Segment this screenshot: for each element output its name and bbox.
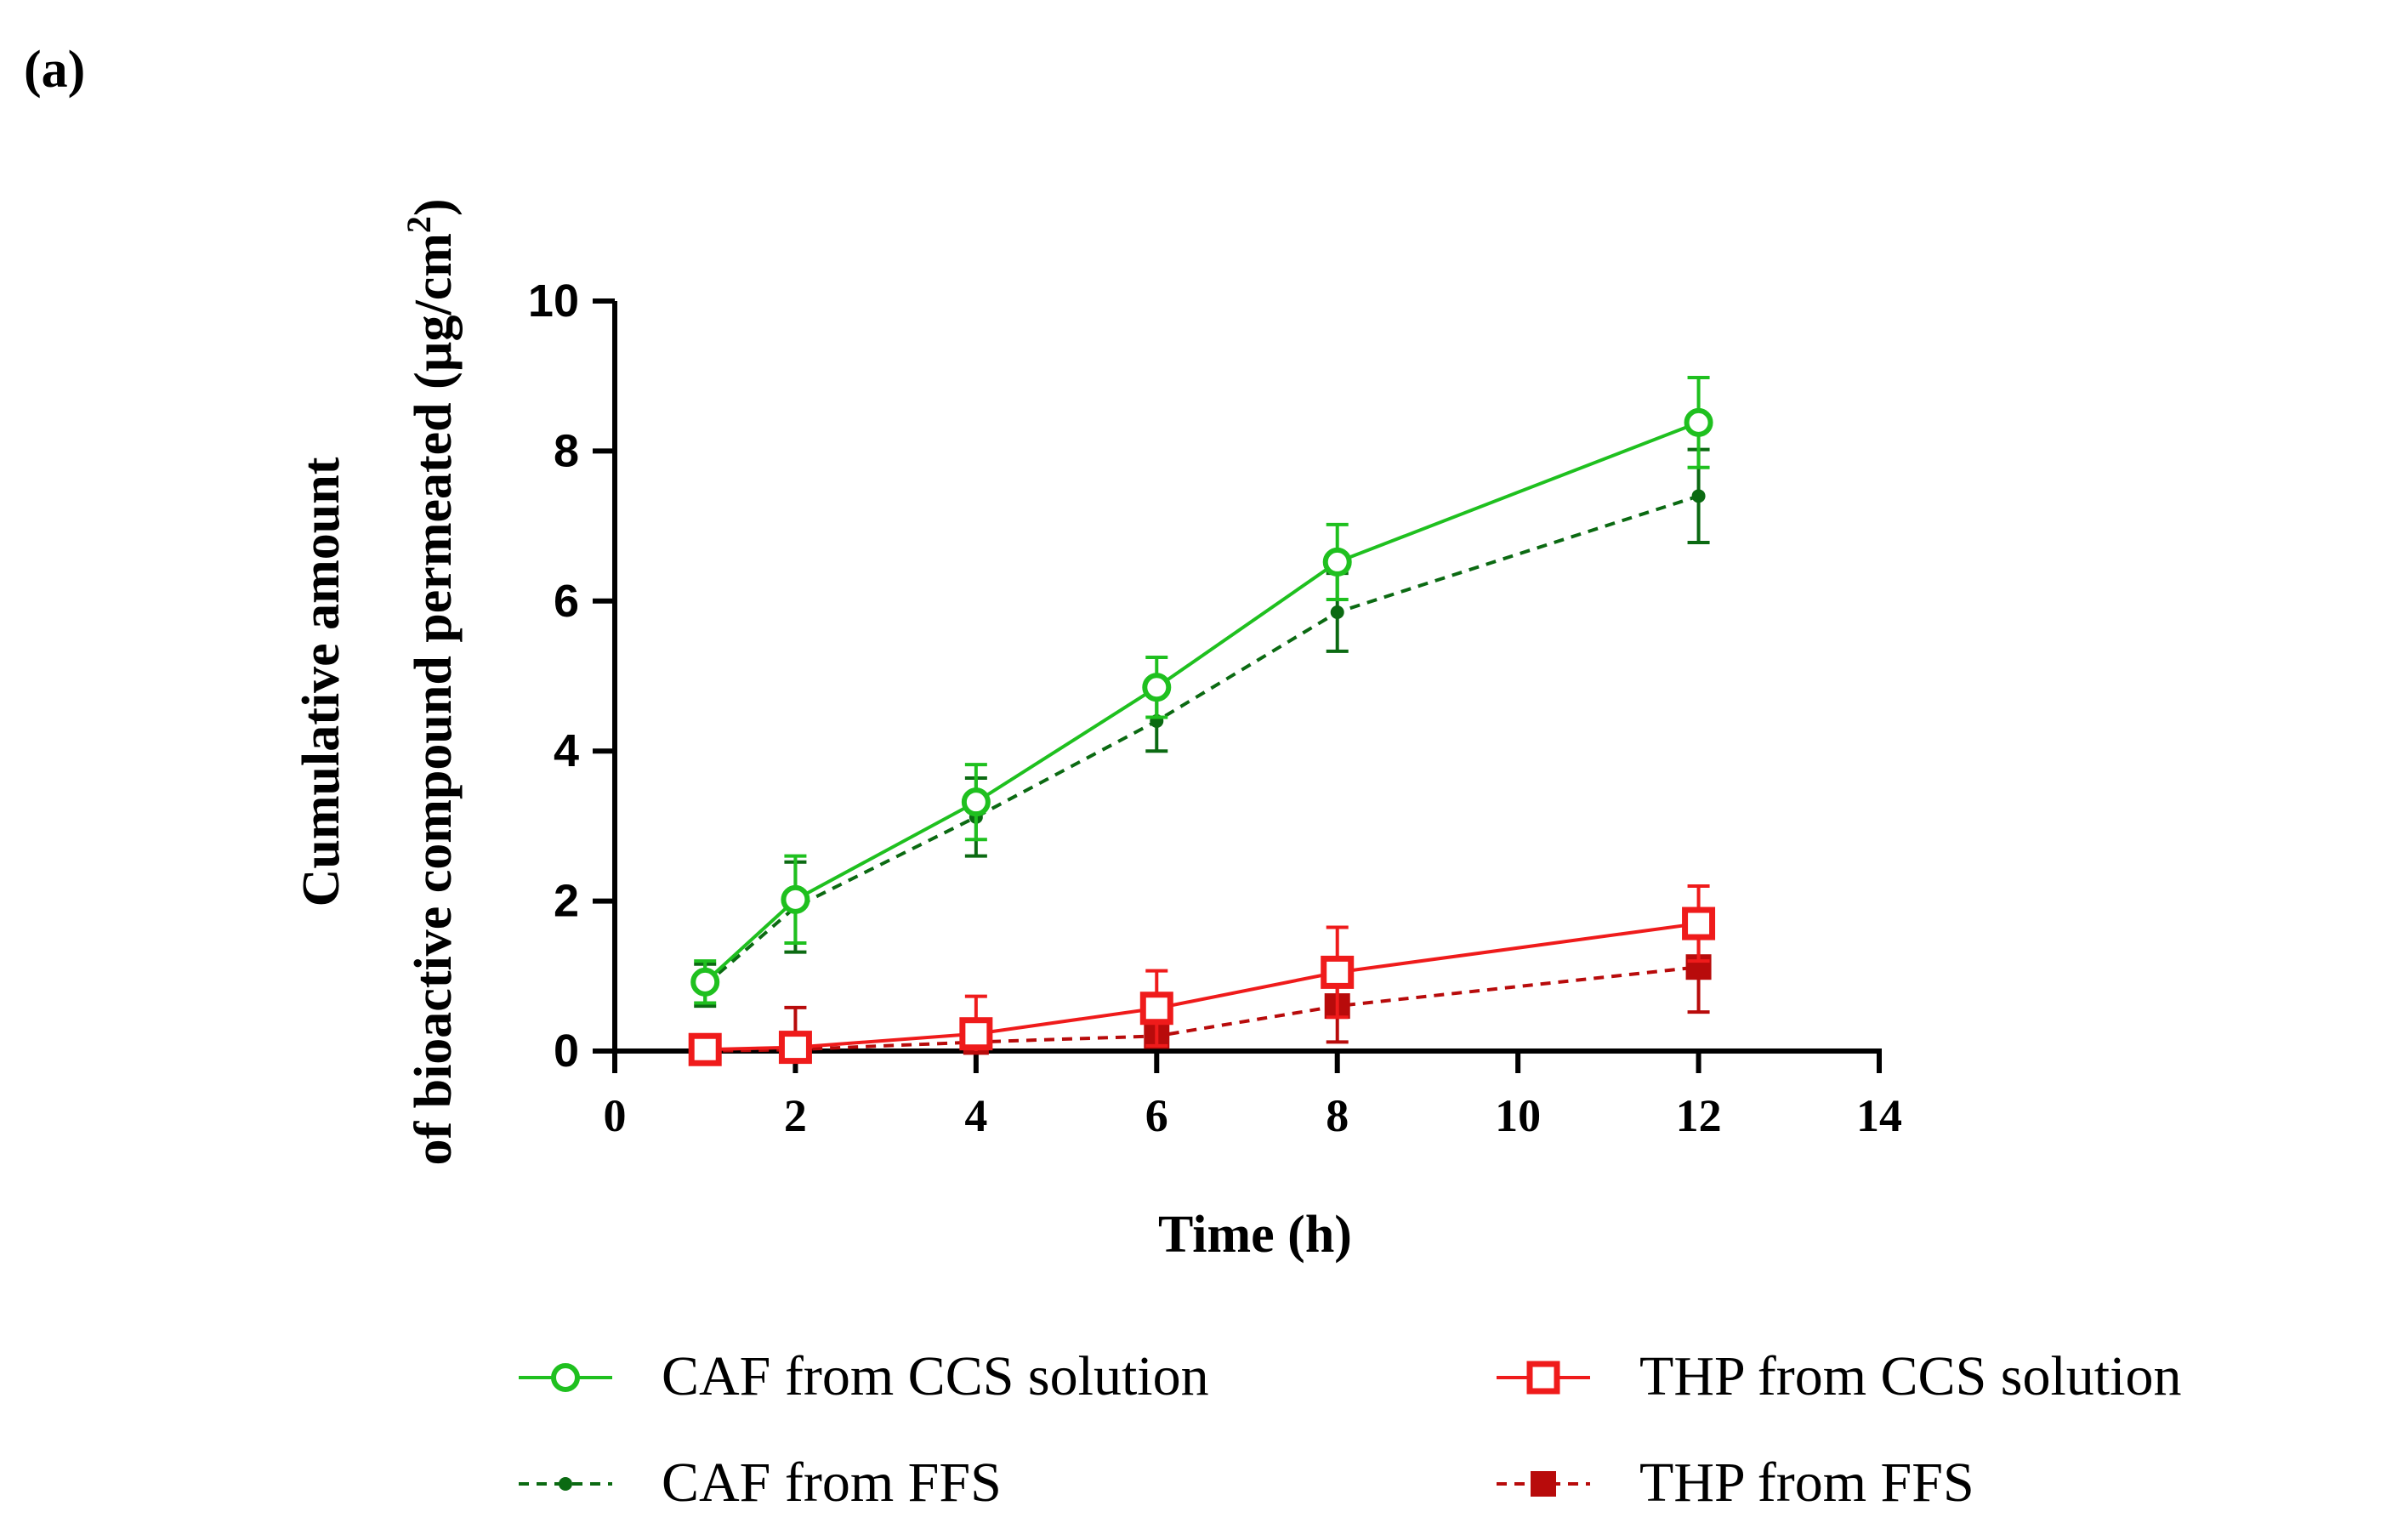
data-point — [778, 1031, 812, 1065]
y-tick-labels: 0 2 4 6 8 10 — [528, 276, 579, 1077]
y-axis-title-main: of bioactive compound permeated (µg/cm — [405, 233, 463, 1165]
x-tick-label: 6 — [1145, 1090, 1168, 1141]
y-axis-title-line-1: Cumulative amount — [293, 457, 350, 906]
legend-item: CAF from FFS — [519, 1452, 1002, 1514]
data-point — [959, 1017, 993, 1051]
legend-swatch-marker — [1531, 1471, 1556, 1497]
y-axis-title-close: ) — [405, 198, 463, 216]
y-axis-title: Cumulative amount of bioactive compound … — [293, 198, 463, 1165]
y-tick-label: 0 — [554, 1026, 579, 1077]
series-caf-from-ccs-solution — [690, 375, 1713, 1005]
data-point — [1142, 673, 1172, 702]
legend-label: THP from CCS solution — [1639, 1345, 2181, 1407]
y-tick-label: 2 — [554, 876, 579, 927]
series-line — [703, 421, 1700, 984]
x-tick-label: 10 — [1495, 1090, 1541, 1141]
legend-swatch-marker — [559, 1477, 572, 1491]
data-point — [1691, 489, 1706, 503]
axes — [593, 298, 1882, 1073]
data-point — [961, 787, 991, 817]
x-tick-label: 0 — [604, 1090, 627, 1141]
legend-item: THP from FFS — [1497, 1452, 1974, 1514]
series-thp-from-ccs-solution — [688, 884, 1716, 1066]
data-point — [1322, 547, 1352, 577]
legend-label: CAF from FFS — [662, 1452, 1002, 1514]
x-tick-label: 8 — [1326, 1090, 1349, 1141]
series-line — [705, 922, 1699, 1052]
legend-label: CAF from CCS solution — [662, 1345, 1209, 1407]
data-point — [781, 884, 810, 914]
legend: CAF from CCS solution CAF from FFS THP fro… — [519, 1345, 2181, 1514]
y-axis-title-superscript: 2 — [400, 216, 438, 233]
x-tick-label: 2 — [784, 1090, 807, 1141]
x-tick-labels: 0 2 4 6 8 10 12 14 — [604, 1090, 1903, 1141]
panel-label: (a) — [24, 41, 85, 99]
series-layer — [688, 375, 1716, 1066]
data-point — [1682, 906, 1716, 940]
legend-item: THP from CCS solution — [1497, 1345, 2181, 1407]
x-tick-label: 14 — [1856, 1090, 1902, 1141]
legend-swatch-marker — [1526, 1361, 1560, 1395]
legend-label: THP from FFS — [1639, 1452, 1974, 1514]
legend-item: CAF from CCS solution — [519, 1345, 1209, 1407]
data-point — [1684, 407, 1713, 437]
y-tick-label: 6 — [554, 576, 579, 627]
series-line — [705, 965, 1699, 1053]
series-line — [703, 494, 1700, 986]
y-tick-label: 8 — [554, 425, 579, 476]
data-point — [1321, 955, 1355, 989]
legend-swatch-marker — [551, 1363, 580, 1392]
data-point — [690, 967, 720, 997]
x-tick-label: 4 — [964, 1090, 987, 1141]
y-tick-label: 4 — [554, 725, 579, 776]
y-tick-label: 10 — [528, 276, 579, 327]
data-point — [1330, 605, 1344, 620]
data-point — [688, 1032, 722, 1066]
series-caf-from-ffs — [694, 447, 1710, 1009]
y-axis-title-line-2: of bioactive compound permeated (µg/cm2) — [400, 198, 463, 1165]
x-tick-label: 12 — [1676, 1090, 1722, 1141]
data-point — [1139, 992, 1173, 1026]
x-axis-title: Time (h) — [1158, 1206, 1352, 1264]
